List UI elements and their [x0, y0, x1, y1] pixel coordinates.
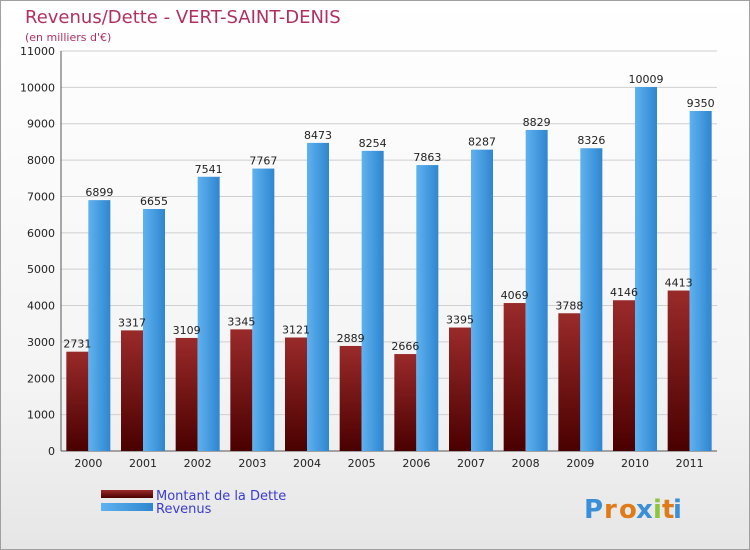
- x-tick-label: 2011: [676, 457, 704, 470]
- logo-letter: i: [673, 495, 682, 525]
- logo-letter: t: [662, 495, 674, 525]
- y-tick-label: 1000: [27, 409, 55, 422]
- data-label-dette: 4069: [501, 289, 529, 302]
- bar-dette: [558, 313, 581, 451]
- logo-letter: i: [653, 495, 662, 525]
- data-label-revenus: 7767: [249, 155, 277, 168]
- y-tick-label: 6000: [27, 227, 55, 240]
- data-label-dette: 3121: [282, 324, 310, 337]
- grid-lines: [61, 50, 717, 452]
- x-tick-label: 2001: [129, 457, 157, 470]
- bar-dette: [613, 300, 635, 451]
- data-label-dette: 2731: [63, 338, 91, 351]
- bars: [66, 87, 712, 452]
- y-tick-label: 4000: [27, 300, 55, 313]
- y-tick-label: 10000: [20, 81, 55, 94]
- y-tick-label: 8000: [27, 154, 55, 167]
- data-label-revenus: 6655: [140, 195, 168, 208]
- data-label-revenus: 8254: [359, 137, 387, 150]
- data-label-revenus: 8473: [304, 129, 332, 142]
- data-label-revenus: 7541: [195, 163, 223, 176]
- data-label-revenus: 8326: [577, 134, 605, 147]
- y-tick-label: 2000: [27, 372, 55, 385]
- logo-letter: P: [584, 495, 603, 525]
- bar-revenus: [88, 200, 111, 451]
- bar-revenus: [307, 142, 329, 451]
- bar-dette: [175, 337, 198, 451]
- bar-revenus: [361, 150, 384, 451]
- data-labels: 2731 6899 3317 6655 3109 7541 3345 7767 3121 8473…: [63, 73, 714, 353]
- bar-revenus: [143, 209, 165, 451]
- x-tick-label: 2006: [402, 457, 430, 470]
- data-label-dette: 3109: [173, 324, 201, 337]
- x-tick-label: 2000: [74, 457, 102, 470]
- logo-letter: o: [619, 495, 637, 525]
- bar-revenus: [525, 129, 548, 452]
- data-label-dette: 3345: [227, 315, 255, 328]
- legend-label-debt: Montant de la Dette: [156, 489, 286, 504]
- bar-dette: [394, 354, 417, 451]
- bar-revenus: [580, 148, 603, 451]
- x-tick-label: 2002: [184, 457, 212, 470]
- bar-revenus: [471, 149, 493, 451]
- bar-dette: [339, 345, 362, 451]
- data-label-revenus: 9350: [687, 97, 715, 110]
- data-label-revenus: 8287: [468, 136, 496, 149]
- x-tick-label: 2007: [457, 457, 485, 470]
- x-tick-label: 2005: [348, 457, 376, 470]
- y-tick-label: 7000: [27, 190, 55, 203]
- data-label-revenus: 10009: [629, 73, 664, 86]
- bar-dette: [66, 351, 89, 451]
- data-label-dette: 3395: [446, 314, 474, 327]
- legend-swatch-debt: [101, 490, 153, 498]
- chart-subtitle: (en milliers d'€): [25, 31, 111, 44]
- bar-dette: [121, 330, 143, 451]
- chart-title: Revenus/Dette - VERT-SAINT-DENIS: [25, 7, 341, 28]
- x-tick-label: 2009: [566, 457, 594, 470]
- bar-revenus: [635, 87, 657, 451]
- y-tick-label: 11000: [20, 45, 55, 58]
- data-label-revenus: 6899: [85, 186, 113, 199]
- legend: Montant de la Dette Revenus: [101, 489, 286, 517]
- x-tick-label: 2008: [512, 457, 540, 470]
- bar-revenus: [197, 176, 220, 452]
- data-label-dette: 3317: [118, 316, 146, 329]
- y-tick-label: 9000: [27, 118, 55, 131]
- bar-dette: [667, 290, 690, 451]
- x-tick-label: 2003: [238, 457, 266, 470]
- y-tick-label: 0: [48, 445, 55, 458]
- data-label-dette: 4413: [665, 277, 693, 290]
- logo-letter: x: [636, 495, 653, 525]
- data-label-dette: 2889: [337, 332, 365, 345]
- data-label-revenus: 7863: [413, 151, 441, 164]
- y-tick-label: 5000: [27, 263, 55, 276]
- bar-dette: [285, 337, 307, 451]
- data-label-dette: 2666: [391, 340, 419, 353]
- legend-swatch-revenus: [101, 503, 153, 511]
- bar-revenus: [252, 168, 275, 451]
- data-label-revenus: 8829: [523, 116, 551, 129]
- x-tick-label: 2004: [293, 457, 321, 470]
- y-tick-label: 3000: [27, 336, 55, 349]
- logo-letter: r: [604, 495, 617, 525]
- data-label-dette: 4146: [610, 286, 638, 299]
- legend-label-revenus: Revenus: [156, 502, 212, 517]
- bar-dette: [503, 303, 526, 451]
- data-label-dette: 3788: [555, 299, 583, 312]
- bar-revenus: [689, 111, 712, 451]
- axes: 0 1000 2000 3000 4000 5000 6000 7000 8000 9000 100…: [20, 45, 717, 470]
- bar-dette: [449, 327, 471, 451]
- bar-dette: [230, 329, 253, 451]
- bar-revenus: [416, 165, 439, 451]
- x-tick-label: 2010: [621, 457, 649, 470]
